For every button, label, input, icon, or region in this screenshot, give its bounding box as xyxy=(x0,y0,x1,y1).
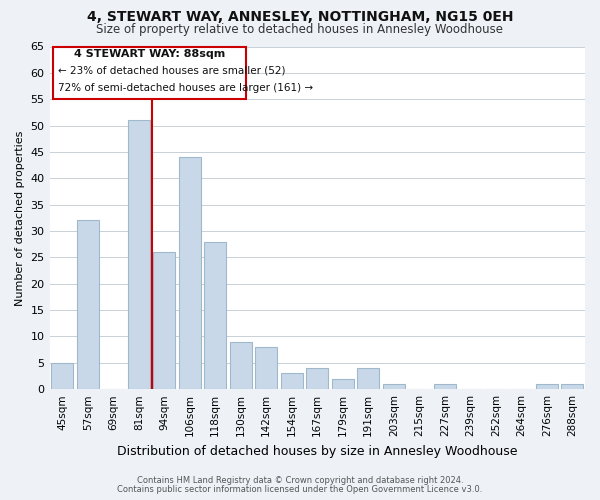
Text: Size of property relative to detached houses in Annesley Woodhouse: Size of property relative to detached ho… xyxy=(97,22,503,36)
Bar xyxy=(307,368,328,389)
Text: 4 STEWART WAY: 88sqm: 4 STEWART WAY: 88sqm xyxy=(74,50,225,59)
Bar xyxy=(205,242,226,389)
Bar xyxy=(128,120,149,389)
Bar xyxy=(562,384,583,389)
Bar xyxy=(434,384,455,389)
Bar xyxy=(77,220,98,389)
Bar xyxy=(358,368,379,389)
Y-axis label: Number of detached properties: Number of detached properties xyxy=(15,130,25,306)
Text: 4, STEWART WAY, ANNESLEY, NOTTINGHAM, NG15 0EH: 4, STEWART WAY, ANNESLEY, NOTTINGHAM, NG… xyxy=(87,10,513,24)
Bar xyxy=(332,378,353,389)
Bar xyxy=(53,46,246,99)
Bar xyxy=(154,252,175,389)
X-axis label: Distribution of detached houses by size in Annesley Woodhouse: Distribution of detached houses by size … xyxy=(117,444,518,458)
Bar xyxy=(179,157,200,389)
Text: Contains HM Land Registry data © Crown copyright and database right 2024.: Contains HM Land Registry data © Crown c… xyxy=(137,476,463,485)
Text: ← 23% of detached houses are smaller (52): ← 23% of detached houses are smaller (52… xyxy=(58,65,286,75)
Text: Contains public sector information licensed under the Open Government Licence v3: Contains public sector information licen… xyxy=(118,485,482,494)
Bar xyxy=(52,363,73,389)
Bar xyxy=(230,342,251,389)
Text: 72% of semi-detached houses are larger (161) →: 72% of semi-detached houses are larger (… xyxy=(58,82,314,92)
Bar xyxy=(256,347,277,389)
Bar xyxy=(536,384,557,389)
Bar xyxy=(281,374,302,389)
Bar xyxy=(383,384,404,389)
